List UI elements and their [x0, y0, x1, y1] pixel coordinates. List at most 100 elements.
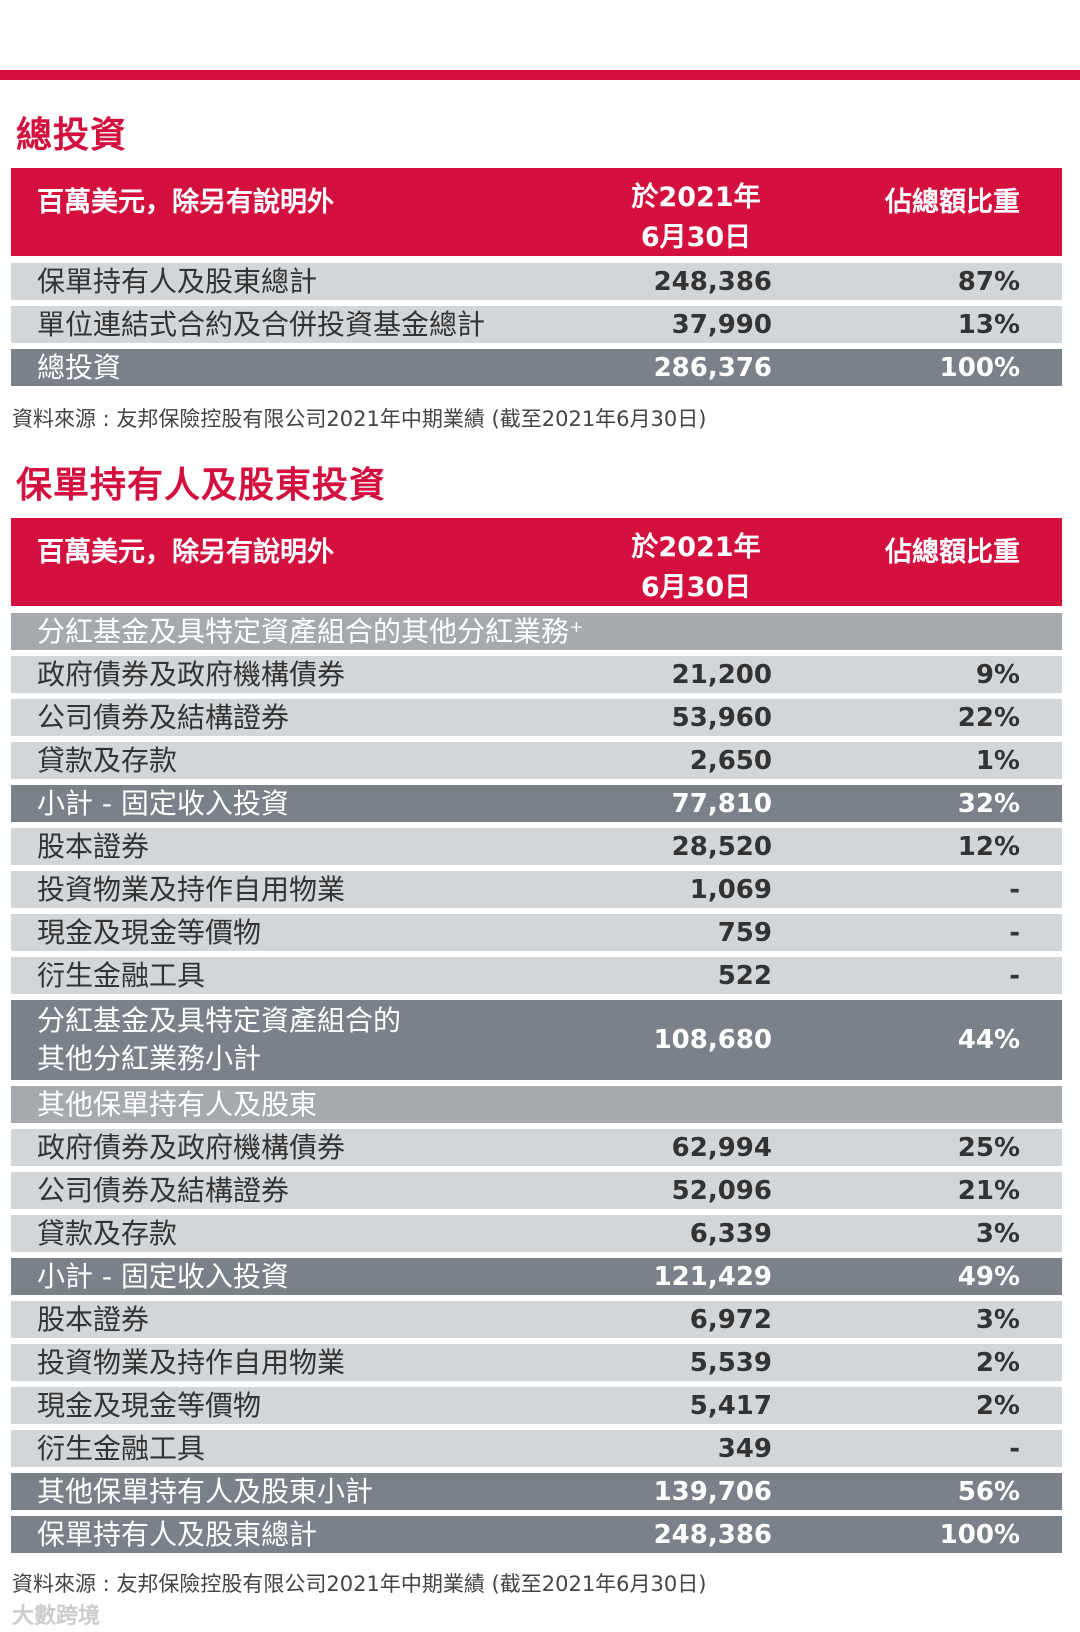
row-label: 投資物業及持作自用物業 — [37, 1346, 346, 1379]
table-header: 百萬美元，除另有說明外 於2021年 6月30日 佔總額比重 — [11, 168, 1062, 256]
row-label: 小計 - 固定收入投資 — [37, 787, 289, 820]
table-row-item: 貸款及存款 2,650 1% — [11, 742, 1062, 779]
row-value: 62,994 — [671, 1133, 772, 1163]
unit-header: 百萬美元，除另有說明外 — [37, 537, 334, 568]
row-share: 9% — [975, 660, 1020, 690]
table-row-item: 衍生金融工具 522 - — [11, 957, 1062, 994]
row-value: 759 — [717, 918, 772, 948]
watermark: 大數跨境 — [12, 1604, 101, 1629]
row-share: 56% — [957, 1477, 1020, 1507]
row-label: 投資物業及持作自用物業 — [37, 873, 346, 906]
row-share: 22% — [957, 703, 1020, 733]
row-label-line2: 其他分紅業務小計 — [37, 1042, 262, 1075]
row-value: 522 — [717, 961, 772, 991]
share-header: 佔總額比重 — [885, 537, 1020, 568]
table-header: 百萬美元，除另有說明外 於2021年 6月30日 佔總額比重 — [11, 518, 1062, 606]
row-value: 139,706 — [653, 1477, 772, 1507]
table-row-total: 總投資 286,376 100% — [11, 349, 1062, 386]
row-label: 總投資 — [37, 351, 122, 384]
row-label: 政府債券及政府機構債券 — [37, 658, 346, 691]
row-label: 分紅基金及具特定資產組合的 其他分紅業務小計 — [37, 1002, 401, 1078]
row-value: 248,386 — [653, 1520, 772, 1550]
table-row-subtotal: 其他保單持有人及股東小計 139,706 56% — [11, 1473, 1062, 1510]
row-share: 12% — [957, 832, 1020, 862]
row-label: 公司債券及結構證券 — [37, 701, 290, 734]
row-value: 6,339 — [689, 1219, 772, 1249]
table-row-item: 政府債券及政府機構債券 21,200 9% — [11, 656, 1062, 693]
date-header-line1: 於2021年 — [631, 532, 761, 563]
row-label: 政府債券及政府機構債券 — [37, 1131, 346, 1164]
row-value: 52,096 — [671, 1176, 772, 1206]
table-row-item: 股本證券 6,972 3% — [11, 1301, 1062, 1338]
row-label: 衍生金融工具 — [37, 959, 206, 992]
table-row-subtotal: 分紅基金及具特定資產組合的 其他分紅業務小計 108,680 44% — [11, 1000, 1062, 1080]
date-header-line2: 6月30日 — [640, 222, 752, 253]
section-title-total-investment: 總投資 — [16, 115, 128, 156]
table-row-item: 保單持有人及股東總計 248,386 87% — [11, 263, 1062, 300]
row-value: 37,990 — [671, 310, 772, 340]
row-value: 28,520 — [671, 832, 772, 862]
row-label-line1: 分紅基金及具特定資產組合的 — [37, 1004, 402, 1037]
row-share: 49% — [957, 1262, 1020, 1292]
row-share: 32% — [957, 789, 1020, 819]
row-label: 分紅基金及具特定資產組合的其他分紅業務⁺ — [37, 615, 584, 648]
top-divider — [0, 70, 1080, 80]
section-title-policyholder-investment: 保單持有人及股東投資 — [16, 465, 387, 506]
row-share: - — [1009, 918, 1020, 948]
row-value: 77,810 — [671, 789, 772, 819]
row-share: 21% — [957, 1176, 1020, 1206]
policyholder-investment-table: 百萬美元，除另有說明外 於2021年 6月30日 佔總額比重分紅基金及具特定資產組合的… — [11, 518, 1062, 1559]
row-value: 6,972 — [689, 1305, 772, 1335]
table-row-subtotal: 小計 - 固定收入投資 121,429 49% — [11, 1258, 1062, 1295]
table-row-item: 現金及現金等價物 5,417 2% — [11, 1387, 1062, 1424]
row-share: 100% — [939, 1520, 1020, 1550]
table-row-item: 公司債券及結構證券 53,960 22% — [11, 699, 1062, 736]
row-label: 保單持有人及股東總計 — [37, 265, 318, 298]
table-row-item: 股本證券 28,520 12% — [11, 828, 1062, 865]
date-header-line1: 於2021年 — [631, 182, 761, 213]
total-investment-table: 百萬美元，除另有說明外 於2021年 6月30日 佔總額比重 保單持有人及股東總計 248… — [11, 168, 1062, 392]
source-note: 資料來源 : 友邦保險控股有限公司2021年中期業績 (截至2021年6月30日… — [12, 1572, 707, 1596]
row-share: 100% — [939, 353, 1020, 383]
row-label: 股本證券 — [37, 1303, 150, 1336]
row-share: 13% — [957, 310, 1020, 340]
table-row-item: 政府債券及政府機構債券 62,994 25% — [11, 1129, 1062, 1166]
table-row-item: 單位連結式合約及合併投資基金總計 37,990 13% — [11, 306, 1062, 343]
row-label: 現金及現金等價物 — [37, 1389, 262, 1422]
row-share: - — [1009, 875, 1020, 905]
table-row-item: 投資物業及持作自用物業 5,539 2% — [11, 1344, 1062, 1381]
row-label: 保單持有人及股東總計 — [37, 1518, 318, 1551]
date-header-line2: 6月30日 — [640, 572, 752, 603]
row-share: 2% — [975, 1348, 1020, 1378]
row-share: 44% — [957, 1025, 1020, 1055]
row-value: 108,680 — [653, 1025, 772, 1055]
row-share: - — [1009, 961, 1020, 991]
table-row-item: 貸款及存款 6,339 3% — [11, 1215, 1062, 1252]
row-label: 貸款及存款 — [37, 1217, 178, 1250]
row-value: 5,539 — [689, 1348, 772, 1378]
table-row-section: 其他保單持有人及股東 — [11, 1086, 1062, 1123]
row-value: 53,960 — [671, 703, 772, 733]
row-value: 5,417 — [689, 1391, 772, 1421]
row-label: 單位連結式合約及合併投資基金總計 — [37, 308, 486, 341]
row-value: 286,376 — [653, 353, 772, 383]
row-value: 349 — [717, 1434, 772, 1464]
row-label: 貸款及存款 — [37, 744, 178, 777]
row-label: 衍生金融工具 — [37, 1432, 206, 1465]
row-value: 248,386 — [653, 267, 772, 297]
table-row-item: 公司債券及結構證券 52,096 21% — [11, 1172, 1062, 1209]
row-share: 3% — [975, 1305, 1020, 1335]
table-row-item: 投資物業及持作自用物業 1,069 - — [11, 871, 1062, 908]
row-share: 87% — [957, 267, 1020, 297]
row-share: 1% — [975, 746, 1020, 776]
source-note: 資料來源 : 友邦保險控股有限公司2021年中期業績 (截至2021年6月30日… — [12, 407, 707, 431]
row-share: 25% — [957, 1133, 1020, 1163]
row-label: 其他保單持有人及股東 — [37, 1088, 318, 1121]
table-row-item: 衍生金融工具 349 - — [11, 1430, 1062, 1467]
row-label: 其他保單持有人及股東小計 — [37, 1475, 374, 1508]
row-value: 121,429 — [653, 1262, 772, 1292]
table-row-subtotal: 小計 - 固定收入投資 77,810 32% — [11, 785, 1062, 822]
row-value: 1,069 — [689, 875, 772, 905]
row-label: 股本證券 — [37, 830, 150, 863]
row-value: 21,200 — [671, 660, 772, 690]
